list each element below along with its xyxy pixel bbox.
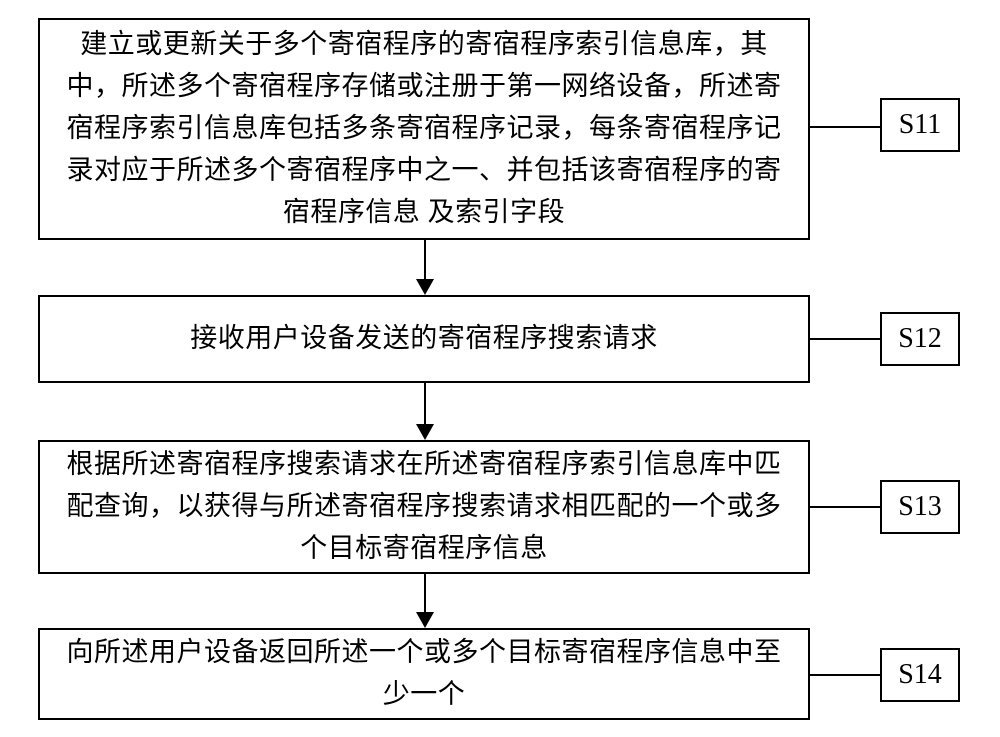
flow-step-n1: 建立或更新关于多个寄宿程序的寄宿程序索引信息库，其中，所述多个寄宿程序存储或注册… [38, 18, 810, 240]
connector-line [810, 338, 880, 340]
flow-step-label-n1: S11 [880, 98, 960, 152]
arrow-line [424, 574, 426, 612]
flowchart-canvas: 建立或更新关于多个寄宿程序的寄宿程序索引信息库，其中，所述多个寄宿程序存储或注册… [0, 0, 1000, 737]
flow-step-text: 向所述用户设备返回所述一个或多个目标寄宿程序信息中至少一个 [54, 632, 794, 716]
flow-step-n2: 接收用户设备发送的寄宿程序搜索请求 [38, 295, 810, 383]
flow-step-label-n4: S14 [880, 648, 960, 702]
flow-step-label-n2: S12 [880, 312, 960, 366]
arrow-line [424, 383, 426, 424]
connector-line [810, 674, 880, 676]
connector-line [810, 126, 880, 128]
flow-step-n3: 根据所述寄宿程序搜索请求在所述寄宿程序索引信息库中匹配查询，以获得与所述寄宿程序… [38, 440, 810, 574]
flow-step-text: 根据所述寄宿程序搜索请求在所述寄宿程序索引信息库中匹配查询，以获得与所述寄宿程序… [54, 444, 794, 570]
flow-step-text: 接收用户设备发送的寄宿程序搜索请求 [190, 318, 658, 360]
arrow-head-icon [416, 279, 434, 295]
connector-line [810, 506, 880, 508]
arrow-head-icon [416, 424, 434, 440]
flow-step-text: 建立或更新关于多个寄宿程序的寄宿程序索引信息库，其中，所述多个寄宿程序存储或注册… [54, 24, 794, 233]
arrow-line [424, 240, 426, 279]
flow-step-n4: 向所述用户设备返回所述一个或多个目标寄宿程序信息中至少一个 [38, 628, 810, 720]
arrow-head-icon [416, 612, 434, 628]
flow-step-label-n3: S13 [880, 480, 960, 534]
